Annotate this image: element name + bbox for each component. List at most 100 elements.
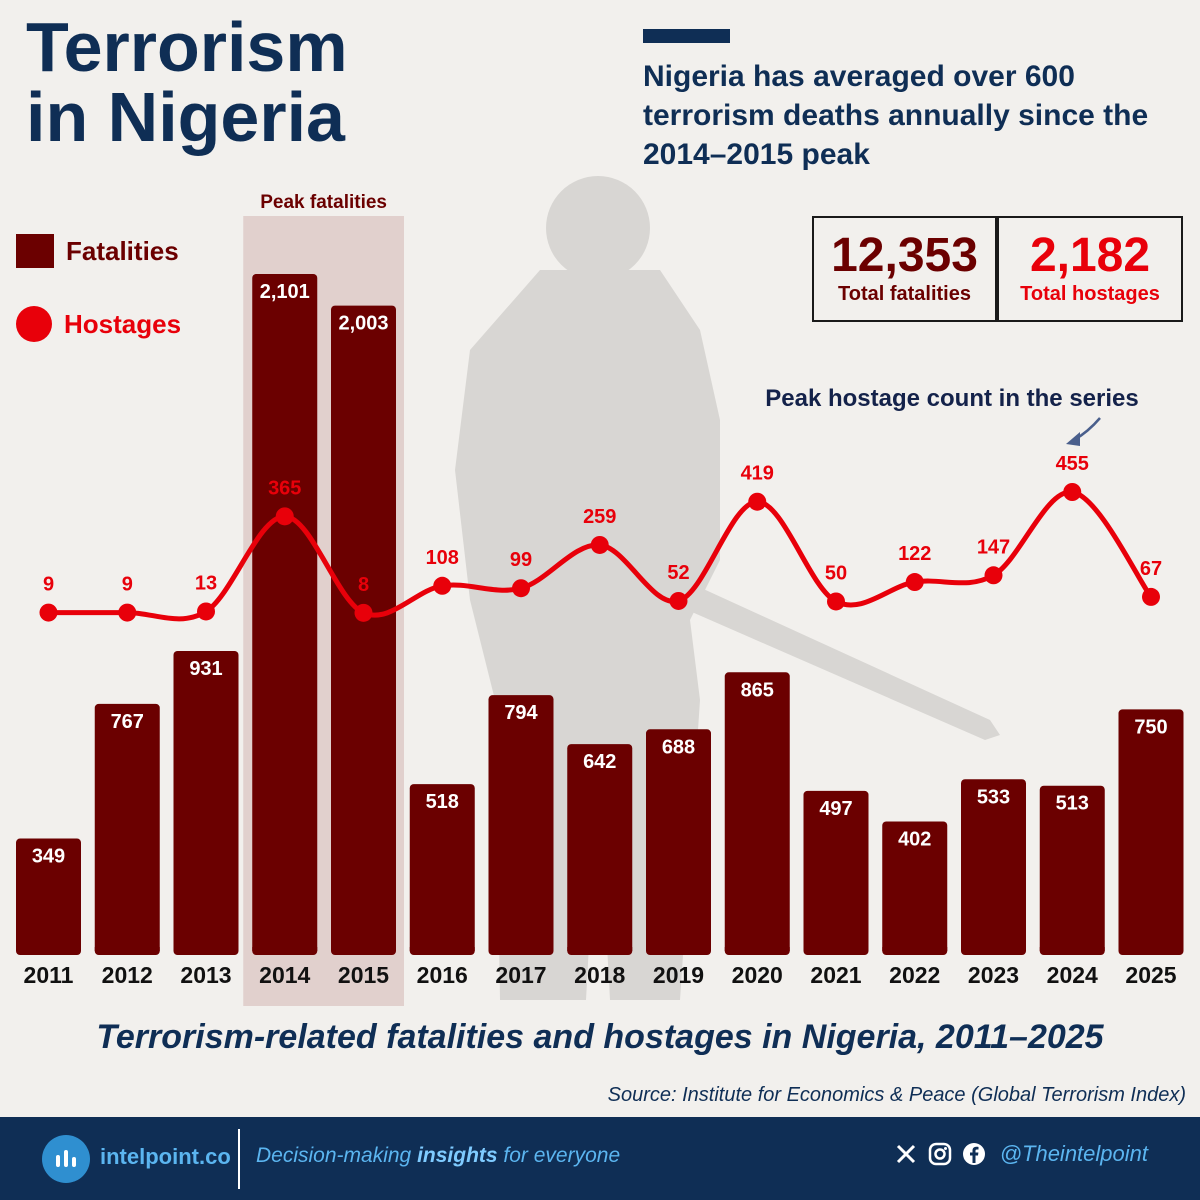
bar-base-2023 [961,947,1026,951]
bar-label-2020: 865 [741,679,774,701]
hostages-label-2014: 365 [268,477,301,499]
bar-base-2022 [882,947,948,951]
bar-fatalities-2015 [331,305,396,955]
legend-hostages-label: Hostages [64,308,182,339]
hostages-point-2024 [1063,483,1082,501]
hostages-point-2015 [354,603,373,622]
bar-label-2023: 533 [977,786,1010,808]
footer-handle[interactable]: @Theintelpoint [999,1141,1148,1166]
x-tick-2014: 2014 [259,962,310,988]
bar-base-2019 [646,947,711,951]
bar-label-2015: 2,003 [338,313,388,335]
footer-divider [238,1129,240,1189]
legend-hostages: Hostages [16,306,181,342]
bar-fatalities-2024 [1039,785,1105,955]
x-tick-2020: 2020 [732,962,783,988]
footer-tagline: Decision-making insights for everyone [256,1144,620,1168]
hostages-label-2016: 108 [426,547,459,569]
hostages-label-2019: 52 [667,562,689,584]
annotation-text: Peak hostage count in the series [765,385,1138,412]
subtitle: Nigeria has averaged over 600 terrorism … [643,60,1149,171]
bar-fatalities-2021 [803,790,869,955]
footer-social: @Theintelpoint [894,1141,1148,1167]
hostages-label-2023: 147 [977,536,1010,558]
x-tick-2025: 2025 [1125,962,1176,988]
instagram-icon[interactable] [928,1142,952,1166]
hostages-point-2012 [118,603,137,622]
bar-fatalities-2020 [724,672,790,955]
hostages-label-2013: 13 [195,572,217,594]
accent-bar [643,29,730,43]
kpi-total-fatalities: 12,353 Total fatalities [812,216,997,322]
legend-hostages-swatch [16,306,52,342]
bar-fatalities-2017 [488,695,554,955]
hostages-label-2020: 419 [741,463,774,485]
tagline-pre: Decision-making [256,1144,418,1167]
bar-base-2012 [94,947,160,951]
highlight-label: Peak fatalities [260,192,387,213]
bar-label-2012: 767 [111,711,144,733]
x-tick-2024: 2024 [1047,962,1098,988]
bar-base-2020 [724,947,790,951]
x-icon[interactable] [894,1142,918,1166]
legend-fatalities-label: Fatalities [66,235,179,266]
hostages-label-2025: 67 [1140,558,1162,580]
hostages-label-2021: 50 [825,562,847,584]
bar-label-2017: 794 [504,702,538,724]
kpi-hostages-label: Total hostages [1020,283,1160,305]
bar-label-2011: 349 [32,846,65,868]
facebook-icon[interactable] [962,1142,986,1166]
bar-label-2019: 688 [662,736,695,758]
bar-label-2018: 642 [583,751,616,773]
x-tick-2011: 2011 [24,962,74,988]
x-tick-2023: 2023 [968,962,1019,988]
hostages-point-2011 [39,603,58,622]
x-tick-2022: 2022 [889,962,940,988]
x-tick-2019: 2019 [653,962,704,988]
hostages-point-2014 [275,507,294,526]
bar-base-2017 [488,947,554,951]
hostages-point-2020 [748,492,767,511]
bar-base-2011 [16,947,81,951]
bar-label-2014: 2,101 [260,281,310,303]
bar-fatalities-2013 [173,651,239,955]
bar-base-2018 [567,947,633,951]
hostages-point-2017 [512,579,530,598]
tagline-post: for everyone [497,1144,621,1167]
title-line-1: Terrorism [26,8,348,86]
bar-label-2024: 513 [1056,793,1089,815]
bar-fatalities-2022 [882,821,948,955]
hostages-point-2021 [827,592,845,611]
hostages-label-2024: 455 [1056,453,1089,475]
bar-fatalities-2014 [252,274,318,955]
hostages-label-2012: 9 [122,574,133,596]
footer-brand-link[interactable]: intelpoint.co [100,1144,231,1169]
bar-base-2021 [803,947,869,951]
hostages-point-2023 [984,566,1003,585]
hostages-point-2019 [669,591,688,610]
footer: intelpoint.co Decision-making insights f… [0,1117,1200,1200]
bar-fatalities-2012 [94,703,160,955]
x-tick-2016: 2016 [417,962,468,988]
annotation-arrowhead [1066,432,1080,446]
kpi-hostages-value: 2,182 [1029,229,1151,282]
bar-fatalities-2023 [961,779,1026,955]
x-tick-2012: 2012 [102,962,153,988]
x-tick-2017: 2017 [495,962,546,988]
hostages-point-2018 [590,535,609,554]
bar-fatalities-2018 [567,744,633,955]
x-tick-2013: 2013 [180,962,231,988]
bar-base-2025 [1118,947,1184,951]
intelpoint-logo-icon[interactable] [42,1135,90,1183]
bar-fatalities-2011 [16,838,81,955]
bar-base-2014 [252,947,318,951]
hostages-label-2022: 122 [898,543,931,565]
bar-fatalities-2019 [646,729,711,955]
x-tick-2018: 2018 [574,962,625,988]
bar-label-2021: 497 [819,798,852,820]
hostages-point-2025 [1142,587,1160,606]
chart: Peak fatalities 349 2011 767 2012 931 2013 2,1… [16,176,1184,1006]
hostages-point-2016 [433,576,452,595]
bar-base-2013 [173,947,239,951]
bar-base-2024 [1039,947,1105,951]
